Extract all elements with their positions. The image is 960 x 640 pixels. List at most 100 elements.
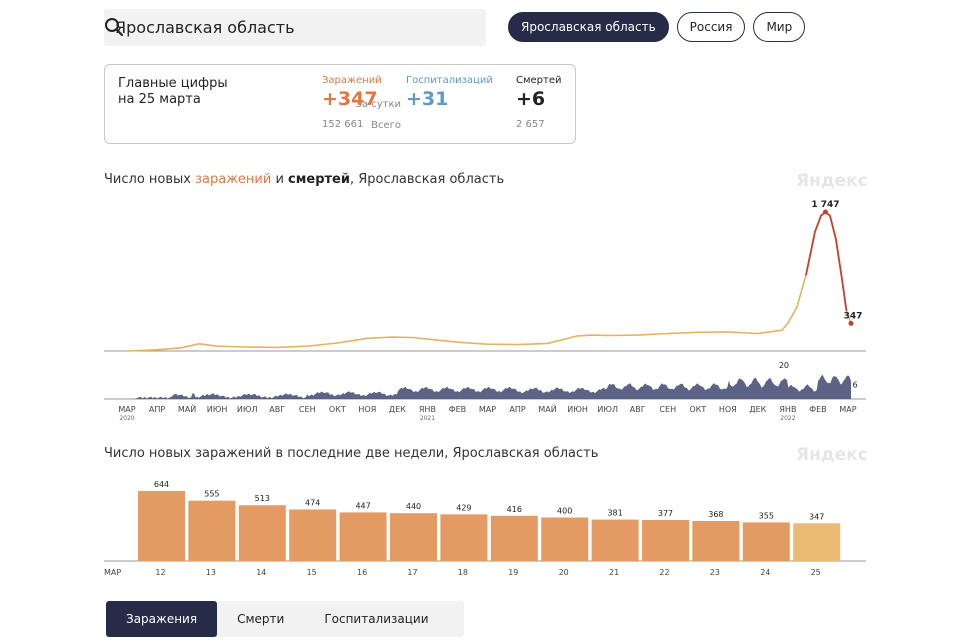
region-tabs: Ярославская область Россия Мир	[508, 12, 806, 42]
month-tick-label: МАЙ	[178, 403, 196, 414]
stat-infections-head: Заражений	[322, 75, 382, 86]
search-icon[interactable]	[104, 17, 124, 37]
bar-category-label: 19	[508, 568, 518, 577]
bar	[138, 491, 185, 561]
bar-value-label: 416	[507, 505, 522, 514]
stat-infections-total: 152 661	[322, 119, 364, 130]
month-tick-label: ЯНВ	[419, 405, 436, 414]
bar-category-label: 12	[155, 568, 165, 577]
bar-category-label: 17	[407, 568, 417, 577]
infections-deaths-chart: 1 747 347 20 6 МАР АПР МАЙ ИЮН ИЮЛ АВГ СЕН ОКТ НОЯ ДЕ…	[104, 200, 866, 422]
brand-watermark-2: Яндекс	[796, 445, 868, 465]
bar-value-label: 347	[809, 512, 824, 521]
month-tick-label: МАР	[839, 405, 856, 414]
month-tick-label: НОЯ	[719, 405, 737, 414]
bar-category-label: 21	[609, 568, 619, 577]
bar-value-label: 368	[708, 510, 723, 519]
tab-region-russia[interactable]: Россия	[676, 12, 746, 42]
bar-category-label: 24	[760, 568, 770, 577]
tab-region-yaroslavl[interactable]: Ярославская область	[508, 12, 669, 42]
stat-deaths-day: +6	[516, 88, 546, 110]
bar	[490, 515, 538, 561]
bar-category-label: 13	[206, 568, 216, 577]
month-tick-label: ДЕК	[749, 405, 766, 414]
month-tick-label: АВГ	[269, 405, 285, 414]
bar	[793, 523, 841, 561]
deaths-annotation: 20	[779, 361, 789, 370]
stat-hosp-day: +31	[406, 88, 449, 110]
infections-annotation: 347	[844, 311, 863, 321]
stat-hosp-head: Госпитализаций	[406, 75, 493, 86]
tab-hospitalizations[interactable]: Госпитализации	[304, 601, 448, 637]
month-tick-label: ФЕВ	[809, 405, 826, 414]
month-tick-label: СЕН	[299, 405, 316, 414]
infections-peak-line	[805, 210, 848, 312]
bar	[440, 514, 488, 561]
bar-category-label: 20	[559, 568, 569, 577]
two-week-bar-chart: 644 12 555 13 513 14 474 15 447 16 440 17 429 18 416 19…	[104, 480, 866, 577]
month-tick-label: АВГ	[630, 405, 646, 414]
tab-infections[interactable]: Заражения	[106, 601, 218, 637]
chart1-title: Число новых заражений и смертей, Ярослав…	[104, 172, 504, 187]
bar	[541, 517, 589, 561]
month-tick-label: МАР	[118, 405, 135, 414]
stat-infections-day: +347	[322, 88, 378, 110]
bar-value-label: 381	[607, 509, 622, 518]
year-tick-label: 2021	[420, 415, 435, 422]
bar-category-label: 16	[357, 568, 367, 577]
bar-value-label: 447	[355, 501, 370, 510]
tab-region-world[interactable]: Мир	[753, 12, 806, 42]
month-tick-label: ЯНВ	[779, 405, 796, 414]
metric-tabs: Заражения Смерти Госпитализации	[106, 601, 464, 637]
deaths-annotation: 6	[852, 381, 857, 390]
bar-value-label: 429	[456, 503, 471, 512]
chart1-title-part1: Число новых	[104, 172, 196, 187]
row-label-total: Всего	[371, 120, 401, 131]
bar	[339, 512, 387, 561]
stat-hospitalizations: Госпитализаций +31	[406, 75, 493, 119]
bar	[591, 519, 639, 561]
month-tick-label: МАР	[479, 405, 496, 414]
search-box	[104, 9, 486, 46]
bar-value-label: 355	[759, 511, 774, 520]
month-tick-label: ФЕВ	[449, 405, 466, 414]
bar	[238, 505, 286, 561]
month-tick-label: НОЯ	[358, 405, 376, 414]
month-tick-label: ИЮН	[567, 405, 588, 414]
month-tick-label: ИЮЛ	[597, 405, 618, 414]
bar-value-label: 513	[255, 494, 270, 503]
bar-value-label: 474	[305, 498, 320, 507]
chart1-title-infections: заражений	[195, 172, 272, 187]
year-tick-label: 2020	[119, 415, 134, 422]
infections-marker	[822, 209, 828, 215]
bar-value-label: 644	[154, 480, 169, 489]
infections-annotation: 1 747	[811, 200, 839, 210]
search-input[interactable]	[104, 9, 444, 46]
summary-title: Главные цифры на 25 марта	[118, 76, 228, 107]
stat-deaths-head: Смертей	[516, 75, 562, 86]
deaths-area	[127, 374, 851, 399]
bar-category-label: 25	[811, 568, 821, 577]
bar	[642, 520, 689, 561]
month-tick-label: ОКТ	[689, 405, 706, 414]
bar-value-label: 555	[204, 490, 219, 499]
stat-deaths-total: 2 657	[516, 119, 545, 130]
row-label-day: За сутки	[355, 99, 402, 110]
tab-deaths[interactable]: Смерти	[217, 601, 304, 637]
month-tick-label: АПР	[509, 405, 525, 414]
month-tick-label: ИЮЛ	[237, 405, 258, 414]
month-tick-label: СЕН	[659, 405, 676, 414]
bar-value-label: 377	[658, 509, 673, 518]
bar-category-label: 15	[307, 568, 317, 577]
bar	[188, 500, 236, 561]
bar-category-label: 18	[458, 568, 468, 577]
month-tick-label: ИЮН	[207, 405, 228, 414]
bar	[742, 522, 790, 561]
bar	[390, 513, 437, 561]
bar-month-label: МАР	[104, 568, 121, 577]
chart1-title-deaths: смертей	[288, 172, 350, 187]
month-tick-label: МАЙ	[538, 403, 556, 414]
bar	[692, 521, 740, 561]
chart2-title: Число новых заражений в последние две не…	[104, 446, 599, 461]
bar-value-label: 440	[406, 502, 421, 511]
